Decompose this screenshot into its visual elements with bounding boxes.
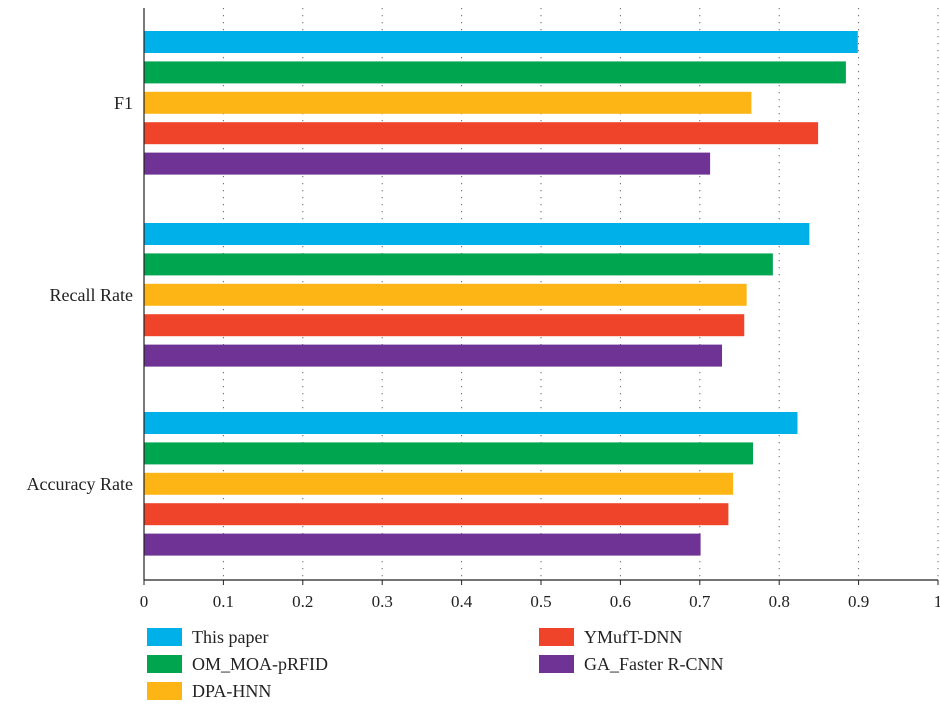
x-tick-label: 0.9 — [848, 592, 869, 611]
x-tick-label: 0.4 — [451, 592, 473, 611]
category-label: Recall Rate — [50, 285, 133, 305]
bar — [144, 91, 752, 114]
bar — [144, 472, 734, 495]
bar — [144, 152, 711, 175]
bar — [144, 253, 773, 276]
bar — [144, 223, 810, 245]
bar — [144, 412, 798, 434]
x-tick-label: 0.6 — [610, 592, 631, 611]
legend-label: DPA-HNN — [192, 681, 271, 701]
bar — [144, 442, 753, 465]
legend-label: OM_MOA-pRFID — [192, 654, 328, 674]
bars-group — [144, 31, 858, 556]
legend-swatch — [147, 655, 182, 673]
bar — [144, 31, 858, 53]
category-labels: F1 Recall Rate Accuracy Rate — [27, 93, 133, 494]
x-tick-label: 1 — [934, 592, 940, 611]
x-tick-label: 0.7 — [689, 592, 711, 611]
x-tick-label: 0.5 — [530, 592, 551, 611]
x-axis-ticks: 0 0.1 0.2 0.3 0.4 0.5 0.6 0.7 0.8 0.9 1 — [140, 580, 940, 611]
legend-label: This paper — [192, 627, 268, 647]
x-tick-label: 0 — [140, 592, 149, 611]
category-label: F1 — [114, 93, 133, 113]
legend-label: GA_Faster R-CNN — [584, 654, 724, 674]
x-tick-label: 0.3 — [372, 592, 393, 611]
x-tick-label: 0.8 — [769, 592, 790, 611]
legend: This paper OM_MOA-pRFID DPA-HNN YMufT-DNN GA… — [147, 627, 724, 701]
bar — [144, 314, 745, 337]
legend-swatch — [539, 655, 574, 673]
legend-swatch — [147, 628, 182, 646]
x-tick-label: 0.2 — [292, 592, 313, 611]
legend-swatch — [147, 682, 182, 700]
bar — [144, 122, 819, 145]
bar — [144, 533, 701, 556]
bar — [144, 503, 729, 526]
bar — [144, 61, 846, 84]
bar — [144, 283, 747, 306]
legend-swatch — [539, 628, 574, 646]
x-tick-label: 0.1 — [213, 592, 234, 611]
category-label: Accuracy Rate — [27, 474, 133, 494]
legend-label: YMufT-DNN — [584, 627, 682, 647]
bar — [144, 344, 723, 367]
